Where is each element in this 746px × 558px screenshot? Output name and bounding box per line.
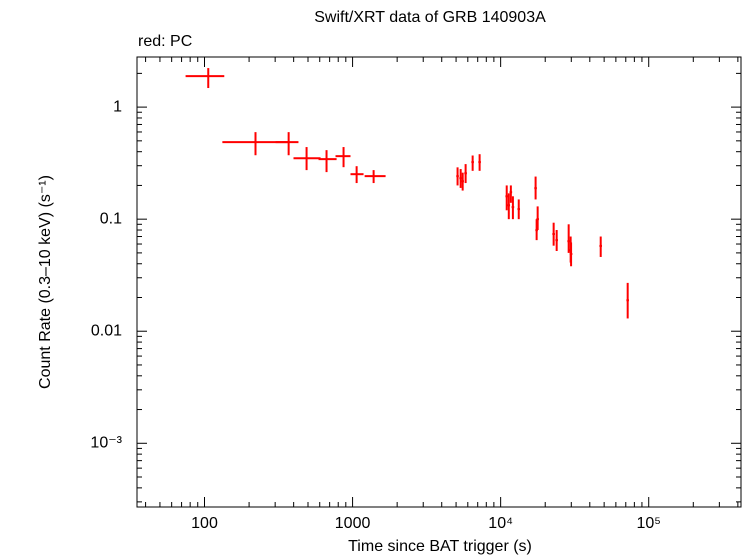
x-tick-label: 10⁴	[488, 515, 513, 532]
x-tick-label: 10⁵	[636, 515, 660, 532]
y-tick-label: 1	[113, 98, 122, 115]
y-tick-label: 0.1	[100, 210, 122, 227]
x-tick-label: 100	[191, 515, 218, 532]
x-tick-label: 1000	[335, 515, 371, 532]
plot-frame	[136, 56, 742, 508]
y-tick-label: 10⁻³	[90, 434, 122, 451]
marks	[185, 68, 629, 319]
y-axis-title: Count Rate (0.3–10 keV) (s⁻¹)	[37, 175, 54, 389]
chart-title: Swift/XRT data of GRB 140903A	[314, 9, 546, 26]
y-tick-label: 0.01	[91, 322, 122, 339]
axes: 100 1000 10⁴ 10⁵ 10⁻³ 0.01 0.1 1	[90, 57, 741, 532]
x-axis-title: Time since BAT trigger (s)	[348, 538, 532, 555]
annotation: red: PC	[138, 33, 192, 50]
